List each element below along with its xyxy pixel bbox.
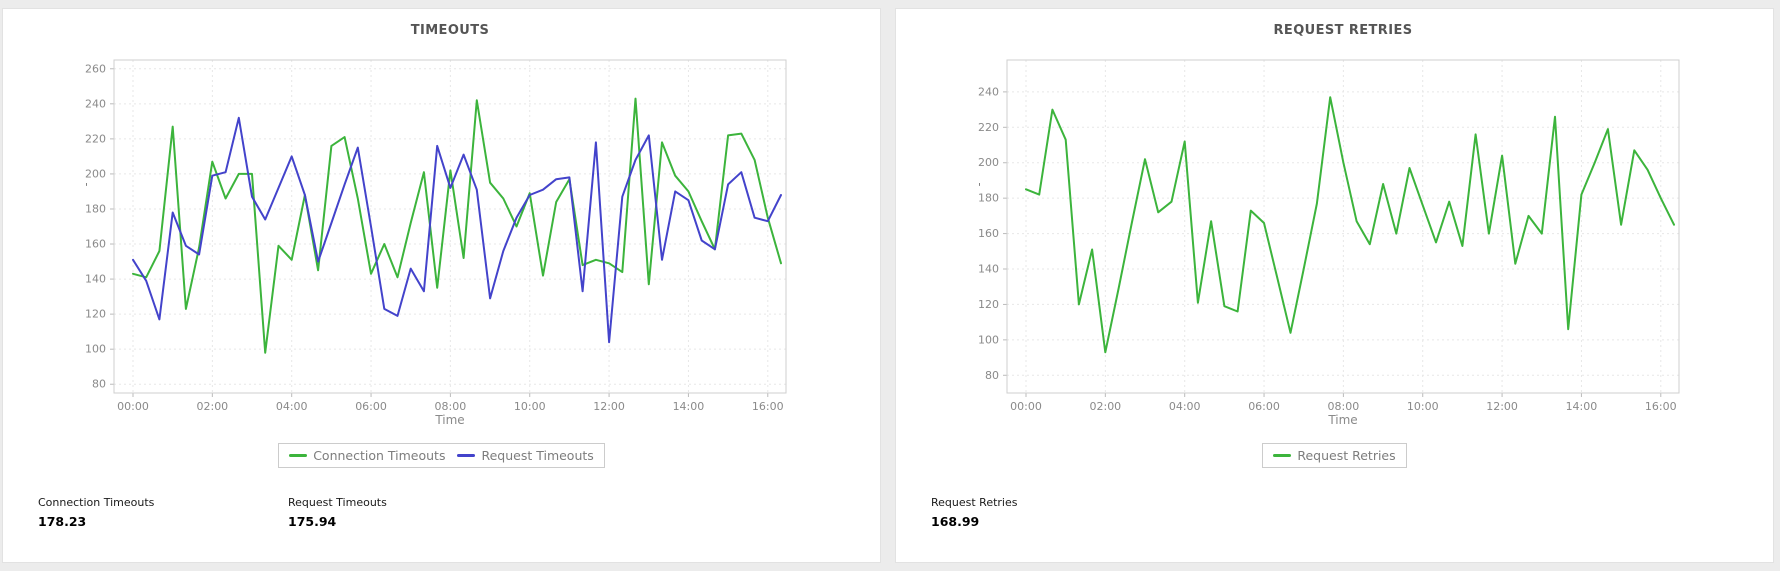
svg-text:200: 200	[85, 167, 106, 180]
stat-connection-timeouts: Connection Timeouts 178.23	[38, 496, 288, 529]
legend-label: Request Retries	[1297, 448, 1396, 463]
svg-text:04:00: 04:00	[1169, 400, 1201, 410]
svg-text:06:00: 06:00	[355, 400, 387, 410]
legend-label: Request Timeouts	[481, 448, 594, 463]
svg-text:08:00: 08:00	[1328, 400, 1360, 410]
svg-text:02:00: 02:00	[196, 400, 228, 410]
svg-text:100: 100	[85, 343, 106, 356]
chart-title: TIMEOUTS	[410, 23, 490, 38]
stat-value: 175.94	[288, 514, 337, 529]
legend-label: Connection Timeouts	[313, 448, 446, 463]
legend-item-request-retries[interactable]: Request Retries	[1273, 448, 1396, 463]
svg-text:120: 120	[978, 298, 999, 311]
legend-line-icon	[457, 454, 476, 457]
svg-text:200: 200	[978, 156, 999, 169]
svg-text:16:00: 16:00	[752, 400, 784, 410]
svg-text:100: 100	[978, 333, 999, 346]
legend: Request Retries	[896, 443, 1773, 468]
stat-request-retries: Request Retries 168.99	[931, 496, 1181, 529]
chart-card-request-retries: REQUEST RETRIES ' 80 100 120 140 160 180 200 22…	[895, 8, 1774, 563]
y-axis-mark: '	[978, 181, 982, 194]
svg-text:08:00: 08:00	[435, 400, 467, 410]
svg-text:160: 160	[978, 227, 999, 240]
legend-item-connection-timeouts[interactable]: Connection Timeouts	[289, 448, 445, 463]
svg-text:12:00: 12:00	[593, 400, 625, 410]
stat-label: Request Retries	[931, 496, 1018, 509]
legend-item-request-timeouts[interactable]: Request Timeouts	[457, 448, 594, 463]
chart-title: REQUEST RETRIES	[1273, 23, 1413, 38]
svg-text:00:00: 00:00	[1010, 400, 1042, 410]
svg-text:240: 240	[978, 85, 999, 98]
svg-text:14:00: 14:00	[1566, 400, 1598, 410]
svg-text:10:00: 10:00	[1407, 400, 1439, 410]
svg-text:80: 80	[985, 369, 999, 382]
svg-text:14:00: 14:00	[673, 400, 705, 410]
svg-text:240: 240	[85, 97, 106, 110]
chart-card-timeouts: TIMEOUTS ' 80 100 120 140 160 180 200 220 240 260…	[2, 8, 881, 563]
x-axis-label: Time	[435, 413, 465, 427]
stat-value: 168.99	[931, 514, 980, 529]
svg-text:220: 220	[85, 132, 106, 145]
legend-line-icon	[1273, 454, 1292, 457]
x-axis-label: Time	[1328, 413, 1358, 427]
legend-box: Request Retries	[1262, 443, 1407, 468]
svg-text:180: 180	[978, 192, 999, 205]
svg-text:180: 180	[85, 202, 106, 215]
svg-text:04:00: 04:00	[276, 400, 308, 410]
stat-value: 178.23	[38, 514, 87, 529]
legend-box: Connection Timeouts Request Timeouts	[278, 443, 605, 468]
svg-text:140: 140	[85, 273, 106, 286]
svg-text:16:00: 16:00	[1645, 400, 1677, 410]
legend: Connection Timeouts Request Timeouts	[3, 443, 880, 468]
legend-line-icon	[289, 454, 308, 457]
svg-text:120: 120	[85, 308, 106, 321]
stat-label: Request Timeouts	[288, 496, 387, 509]
svg-text:140: 140	[978, 263, 999, 276]
svg-text:00:00: 00:00	[117, 400, 149, 410]
stats-row: Connection Timeouts 178.23 Request Timeo…	[38, 496, 538, 529]
stats-row: Request Retries 168.99	[931, 496, 1181, 529]
chart-canvas[interactable]: 80 100 120 140 160 180 200 220 240 260 00:00 02:00 0…	[74, 58, 794, 410]
svg-text:220: 220	[978, 121, 999, 134]
chart-canvas[interactable]: 80 100 120 140 160 180 200 220 240 00:00 02:00 04:0…	[967, 58, 1687, 410]
svg-text:02:00: 02:00	[1089, 400, 1121, 410]
svg-text:12:00: 12:00	[1486, 400, 1518, 410]
svg-text:260: 260	[85, 62, 106, 75]
stat-label: Connection Timeouts	[38, 496, 155, 509]
svg-text:160: 160	[85, 238, 106, 251]
svg-text:06:00: 06:00	[1248, 400, 1280, 410]
svg-text:80: 80	[92, 378, 106, 391]
svg-text:10:00: 10:00	[514, 400, 546, 410]
y-axis-mark: '	[85, 181, 89, 194]
stat-request-timeouts: Request Timeouts 175.94	[288, 496, 538, 529]
